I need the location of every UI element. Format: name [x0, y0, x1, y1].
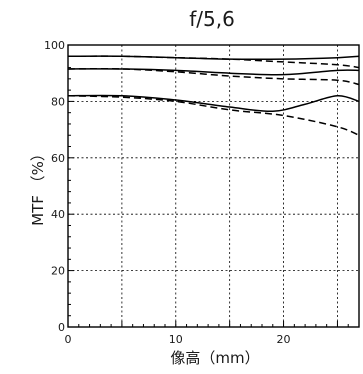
mtf-curve-5-solid	[67, 94, 360, 113]
tick-labels: 0 10 20 0 20 40 60 80 100	[44, 39, 291, 346]
y-tick-label: 80	[51, 95, 65, 108]
y-tick-label: 40	[51, 208, 65, 221]
mtf-curves	[67, 55, 360, 136]
mtf-curve-3-solid	[67, 68, 360, 76]
tick-marks	[67, 44, 360, 328]
plot-frame	[67, 44, 360, 328]
mtf-curve-1-solid	[67, 55, 360, 61]
y-tick-label: 60	[51, 152, 65, 165]
mtf-curve-4-dashed	[67, 68, 360, 86]
x-axis-label: 像高（mm）	[170, 349, 259, 367]
y-tick-label: 100	[44, 39, 65, 52]
x-tick-label: 10	[169, 333, 183, 346]
y-axis-label: MTF （%）	[29, 146, 47, 226]
x-tick-label: 0	[65, 333, 72, 346]
y-tick-label: 0	[58, 321, 65, 334]
grid-lines	[68, 45, 359, 327]
y-tick-label: 20	[51, 265, 65, 278]
chart-title: f/5,6	[189, 7, 235, 31]
mtf-curve-2-dashed	[67, 55, 360, 69]
x-tick-label: 20	[277, 333, 291, 346]
